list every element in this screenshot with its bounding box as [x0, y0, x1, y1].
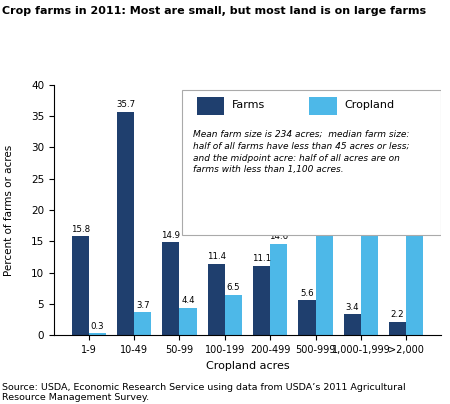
Text: 3.4: 3.4	[346, 303, 359, 311]
Bar	[134, 312, 151, 335]
Text: Mean farm size is 234 acres;  median farm size:
half of all farms have less than: Mean farm size is 234 acres; median farm…	[194, 130, 410, 175]
Bar	[180, 308, 197, 335]
Text: 34.3: 34.3	[405, 109, 424, 118]
Text: 2.2: 2.2	[391, 310, 405, 319]
Bar	[207, 264, 225, 335]
Text: Cropland: Cropland	[344, 100, 394, 110]
FancyBboxPatch shape	[197, 97, 224, 115]
Bar	[315, 230, 333, 335]
Text: 35.7: 35.7	[116, 100, 135, 109]
Text: 11.4: 11.4	[207, 252, 226, 261]
Text: 19.4: 19.4	[360, 202, 379, 211]
Text: 3.7: 3.7	[136, 301, 149, 309]
FancyBboxPatch shape	[182, 90, 441, 235]
Text: 0.3: 0.3	[90, 322, 104, 331]
Bar	[361, 214, 378, 335]
Bar	[162, 242, 180, 335]
Bar	[270, 244, 288, 335]
Text: 14.6: 14.6	[269, 232, 288, 241]
Text: 16.8: 16.8	[315, 219, 334, 227]
Text: Farms: Farms	[232, 100, 265, 110]
Text: 14.9: 14.9	[162, 231, 180, 240]
Bar	[344, 314, 361, 335]
Text: Source: USDA, Economic Research Service using data from USDA’s 2011 Agricultural: Source: USDA, Economic Research Service …	[2, 383, 406, 402]
Bar	[72, 236, 89, 335]
Text: 5.6: 5.6	[300, 289, 314, 298]
Bar	[253, 266, 270, 335]
Text: 4.4: 4.4	[181, 296, 195, 305]
Text: Crop farms in 2011: Most are small, but most land is on large farms: Crop farms in 2011: Most are small, but …	[2, 6, 427, 16]
Text: 15.8: 15.8	[71, 225, 90, 234]
Bar	[389, 322, 406, 335]
FancyBboxPatch shape	[310, 97, 337, 115]
Bar	[298, 300, 315, 335]
Bar	[225, 295, 242, 335]
Text: 11.1: 11.1	[252, 254, 271, 263]
Text: Percent of farms or acres: Percent of farms or acres	[4, 145, 14, 276]
Bar	[117, 112, 134, 335]
Bar	[89, 333, 106, 335]
Text: 6.5: 6.5	[227, 283, 240, 292]
Bar	[406, 120, 423, 335]
X-axis label: Cropland acres: Cropland acres	[206, 361, 289, 370]
